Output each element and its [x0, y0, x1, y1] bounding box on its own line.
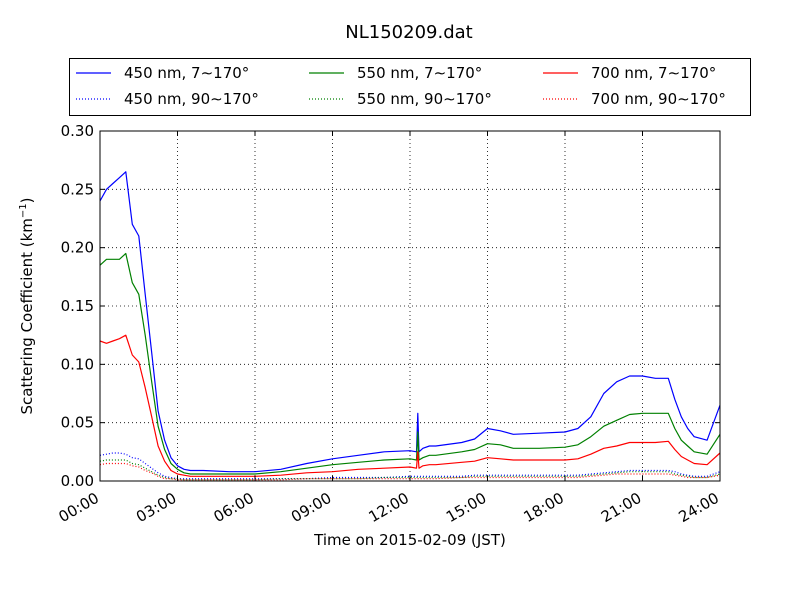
legend-box [69, 58, 751, 116]
x-tick-label: 15:00 [443, 489, 489, 526]
series-line [99, 252, 721, 475]
y-tick-label: 0.30 [61, 122, 94, 140]
x-tick-label: 09:00 [288, 489, 334, 526]
y-axis-label-main: Scattering Coefficient (km [18, 218, 36, 414]
legend-entry: 550 nm, 7∼170° [357, 64, 482, 82]
y-tick-label: 0.15 [61, 297, 94, 315]
x-tick-label: 03:00 [133, 489, 179, 526]
y-tick-label: 0.10 [61, 355, 94, 373]
x-tick-label: 24:00 [676, 489, 722, 526]
series-line [99, 334, 721, 477]
legend-entry: 450 nm, 7∼170° [124, 64, 249, 82]
x-tick-label: 06:00 [211, 489, 257, 526]
y-tick-label: 0.05 [61, 414, 94, 432]
legend-entry: 550 nm, 90∼170° [357, 90, 492, 108]
series-line [99, 462, 721, 481]
x-tick-label: 12:00 [366, 489, 412, 526]
y-tick-label: 0.20 [61, 239, 94, 257]
series-line [99, 459, 721, 481]
y-axis-label-sup: −1 [18, 203, 29, 218]
y-tick-label: 0.25 [61, 180, 94, 198]
x-tick-label: 21:00 [598, 489, 644, 526]
y-axis-label-close: ) [18, 197, 36, 203]
x-tick-label: 18:00 [521, 489, 567, 526]
series-line [99, 171, 721, 473]
chart-title: NL150209.dat [345, 22, 472, 43]
grid [100, 131, 720, 481]
axis-ticks: 00:00 03:00 06:00 09:00 12:00 15:00 18:00 21:00… [56, 122, 722, 526]
series-layer [99, 171, 721, 481]
legend: 450 nm, 7∼170° 550 nm, 7∼170° 700 nm, 7∼17… [69, 58, 751, 116]
series-line [99, 452, 721, 480]
legend-entry: 450 nm, 90∼170° [124, 90, 259, 108]
legend-entry: 700 nm, 90∼170° [591, 90, 726, 108]
y-axis-label: Scattering Coefficient (km−1) [18, 197, 36, 414]
x-axis-label: Time on 2015-02-09 (JST) [313, 531, 506, 549]
x-tick-label: 00:00 [56, 489, 102, 526]
legend-entry: 700 nm, 7∼170° [591, 64, 716, 82]
y-tick-label: 0.00 [61, 472, 94, 490]
